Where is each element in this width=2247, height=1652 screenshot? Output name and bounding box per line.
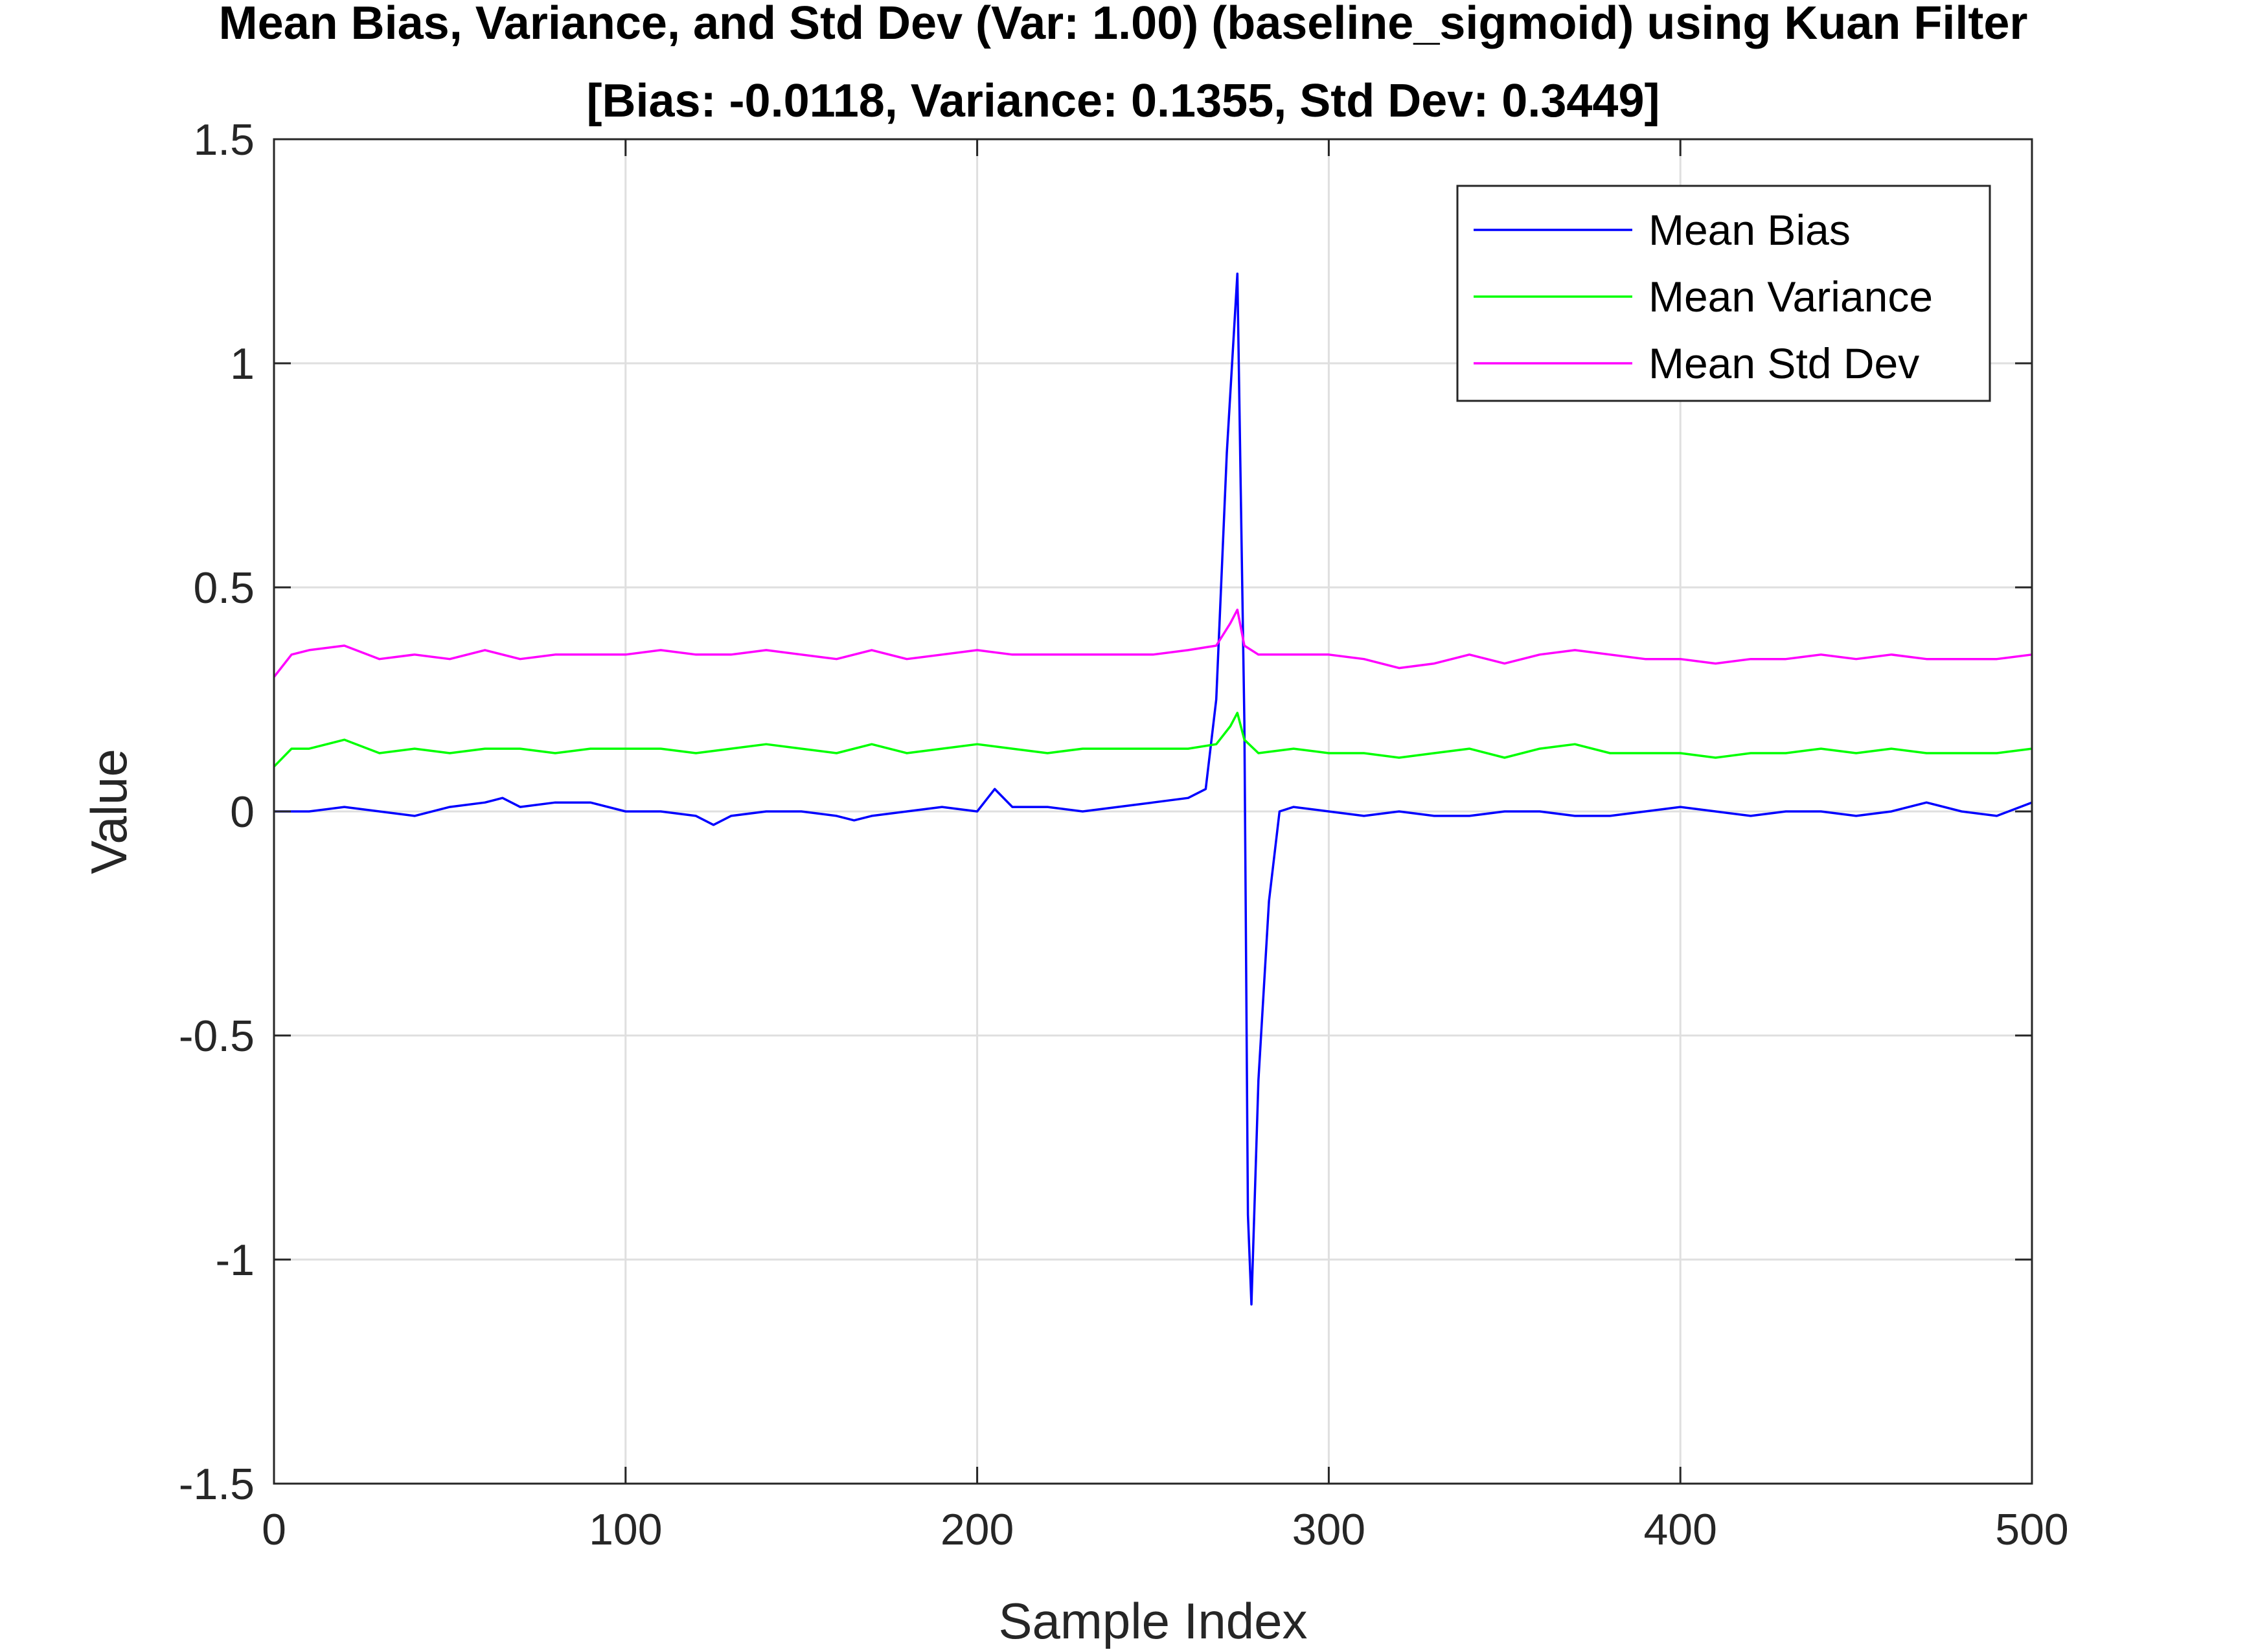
x-tick-label: 0	[262, 1505, 286, 1554]
series-line-mean-std-dev	[273, 608, 2033, 678]
x-tick-label: 400	[1643, 1505, 1717, 1554]
y-tick-label: -1	[216, 1236, 255, 1285]
legend-label-mean-variance: Mean Variance	[1648, 273, 1933, 321]
y-axis-label: Value	[80, 749, 137, 874]
x-tick-label: 200	[941, 1505, 1014, 1554]
series-layer	[273, 272, 2033, 1306]
y-tick-label: 0.5	[193, 563, 255, 613]
y-tick-label: 0	[230, 787, 255, 837]
legend-label-mean-std-dev: Mean Std Dev	[1648, 339, 1919, 387]
series-line-mean-bias	[274, 272, 2033, 1306]
chart-title: Mean Bias, Variance, and Std Dev (Var: 1…	[219, 0, 2028, 49]
x-tick-label: 500	[1995, 1505, 2068, 1554]
x-tick-label: 300	[1292, 1505, 1365, 1554]
y-tick-label: 1	[230, 339, 255, 389]
y-tick-label: 1.5	[193, 115, 255, 164]
legend: Mean Bias Mean Variance Mean Std Dev	[1456, 185, 1991, 402]
series-line-mean-variance	[273, 712, 2033, 768]
axis-ticks: 0 100 200 300 400 500 1.5 1 0.5 0 -0.5 -1 -1.5	[179, 115, 2069, 1554]
x-axis-label: Sample Index	[999, 1592, 1308, 1649]
x-tick-label: 100	[589, 1505, 662, 1554]
y-tick-label: -1.5	[179, 1460, 255, 1509]
legend-box	[1456, 185, 1991, 402]
chart-subtitle: [Bias: -0.0118, Variance: 0.1355, Std De…	[587, 75, 1660, 127]
legend-label-mean-bias: Mean Bias	[1648, 206, 1851, 254]
y-tick-label: -0.5	[179, 1012, 255, 1061]
